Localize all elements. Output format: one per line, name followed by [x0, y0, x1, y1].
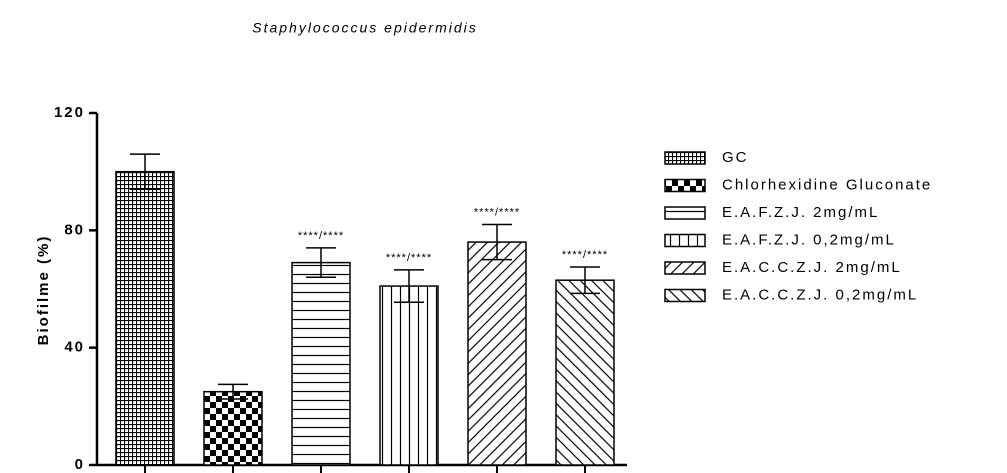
annotation: ****/**** [386, 252, 432, 264]
legend-label: GC [722, 149, 749, 166]
annotation: ****/**** [474, 206, 520, 218]
bar [555, 279, 615, 466]
legend-swatch [664, 288, 706, 303]
error-bar [218, 383, 248, 400]
y-tick-label: 40 [64, 339, 85, 356]
legend-swatch [664, 151, 706, 165]
bar [203, 390, 263, 466]
legend-swatch [664, 206, 706, 220]
bar [379, 285, 439, 466]
y-axis-label: Biofilme (%) [35, 235, 52, 346]
error-bar [394, 269, 424, 303]
legend-swatch [664, 178, 706, 193]
error-bar [130, 153, 160, 191]
legend-swatch [664, 233, 706, 248]
legend-label: E.A.F.Z.J. 0,2mg/mL [722, 231, 896, 248]
y-tick-label: 80 [64, 221, 85, 238]
legend-label: E.A.C.C.Z.J. 2mg/mL [722, 259, 902, 276]
y-tick-label: 120 [54, 104, 85, 121]
bar [467, 241, 527, 466]
bar [291, 261, 351, 466]
legend-label: E.A.C.C.Z.J. 0,2mg/mL [722, 286, 918, 303]
error-bar [570, 266, 600, 295]
error-bar [482, 223, 512, 261]
y-tick-label: 0 [75, 456, 85, 473]
legend-swatch [664, 261, 706, 275]
bar [115, 170, 175, 466]
annotation: ****/**** [562, 249, 608, 261]
annotation: ****/**** [298, 230, 344, 242]
error-bar [306, 247, 336, 279]
chart-title: Staphylococcus epidermidis [252, 20, 478, 36]
legend-label: E.A.F.Z.J. 2mg/mL [722, 204, 879, 221]
legend-label: Chlorhexidine Gluconate [722, 176, 932, 193]
